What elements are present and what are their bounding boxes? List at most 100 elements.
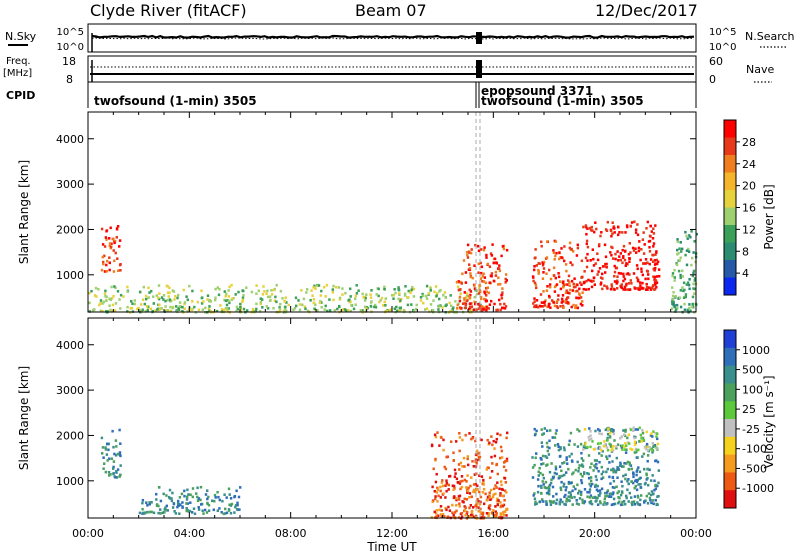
power-echo-cell: [382, 304, 385, 307]
velocity-echo-cell: [185, 498, 189, 501]
power-echo-cell: [689, 309, 692, 313]
power-echo-cell: [412, 287, 416, 291]
power-echo-cell: [553, 274, 556, 277]
velocity-echo-cell: [532, 494, 535, 497]
velocity-echo-cell: [455, 498, 458, 502]
velocity-echo-cell: [580, 451, 583, 455]
velocity-echo-cell: [477, 455, 481, 459]
velocity-echo-cell: [195, 492, 198, 495]
velocity-echo-cell: [499, 480, 503, 483]
power-echo-cell: [642, 231, 645, 234]
velocity-echo-cell: [450, 440, 453, 443]
velocity-echo-cell: [164, 506, 167, 509]
velocity-echo-cell: [589, 494, 593, 497]
power-echo-cell: [611, 221, 614, 224]
power-echo-cell: [574, 306, 577, 310]
power-echo-cell: [635, 264, 639, 267]
velocity-echo-cell: [453, 511, 457, 514]
velocity-echo-cell: [595, 499, 598, 502]
velocity-echo-cell: [586, 495, 589, 499]
power-echo-cell: [126, 310, 129, 313]
power-echo-cell: [532, 276, 535, 279]
velocity-echo-cell: [531, 456, 534, 459]
velocity-echo-cell: [438, 508, 441, 512]
velocity-echo-cell: [634, 447, 638, 451]
power-echo-cell: [625, 224, 629, 227]
power-echo-cell: [427, 292, 431, 295]
power-echo-cell: [591, 269, 594, 273]
velocity-echo-cell: [625, 496, 628, 500]
velocity-echo-cell: [609, 435, 612, 439]
velocity-echo-cell: [439, 505, 443, 508]
velocity-echo-cell: [542, 432, 545, 435]
velocity-echo-cell: [467, 463, 470, 467]
power-echo-cell: [133, 302, 136, 306]
velocity-echo-cell: [606, 494, 609, 497]
velocity-echo-cell: [591, 496, 595, 499]
velocity-echo-cell: [648, 496, 652, 500]
power-echo-cell: [557, 294, 560, 297]
velocity-echo-cell: [211, 499, 214, 503]
time-tick-label: 00:00: [72, 527, 104, 540]
velocity-echo-cell: [486, 495, 490, 499]
velocity-echo-cell: [499, 433, 502, 437]
velocity-echo-cell: [627, 478, 630, 481]
power-echo-cell: [622, 256, 625, 259]
power-echo-cell: [655, 275, 658, 278]
velocity-echo-cell: [586, 472, 589, 475]
power-echo-cell: [370, 300, 373, 303]
power-echo-cell: [545, 256, 549, 259]
power-echo-cell: [433, 290, 436, 294]
velocity-echo-cell: [619, 503, 623, 507]
velocity-echo-cell: [539, 456, 542, 460]
power-echo-cell: [464, 271, 468, 274]
velocity-echo-cell: [442, 513, 445, 516]
power-echo-cell: [354, 297, 357, 301]
velocity-echo-cell: [465, 480, 468, 483]
power-echo-cell: [145, 305, 149, 308]
power-echo-cell: [429, 287, 432, 290]
power-echo-cell: [159, 307, 162, 311]
power-echo-cell: [532, 302, 535, 305]
velocity-echo-cell: [563, 473, 566, 477]
power-echo-cell: [201, 308, 204, 311]
power-echo-cell: [109, 226, 112, 230]
velocity-echo-cell: [441, 479, 444, 482]
power-echo-cell: [144, 310, 147, 313]
velocity-echo-cell: [118, 451, 122, 454]
power-echo-cell: [459, 306, 462, 309]
power-echo-cell: [95, 295, 98, 298]
velocity-echo-cell: [541, 445, 544, 448]
velocity-echo-cell: [609, 445, 613, 448]
power-echo-cell: [449, 294, 452, 297]
velocity-echo-cell: [612, 429, 615, 432]
velocity-echo-cell: [624, 502, 627, 506]
power-echo-cell: [451, 307, 454, 311]
power-echo-cell: [629, 224, 632, 228]
power-echo-cell: [235, 305, 239, 309]
power-echo-cell: [287, 303, 290, 307]
power-echo-cell: [459, 288, 462, 291]
power-echo-cell: [586, 227, 589, 230]
velocity-echo-cell: [448, 475, 451, 478]
velocity-echo-cell: [650, 449, 654, 452]
velocity-echo-cell: [593, 448, 596, 451]
colorbar-swatch: [724, 155, 736, 173]
time-axis-label: Time UT: [366, 540, 417, 554]
power-echo-cell: [638, 240, 641, 243]
power-echo-cell: [586, 245, 590, 249]
power-echo-cell: [570, 305, 573, 309]
power-echo-cell: [455, 280, 459, 284]
power-echo-cell: [477, 262, 480, 266]
power-echo-cell: [485, 256, 488, 259]
velocity-echo-cell: [229, 504, 233, 507]
velocity-echo-cell: [590, 462, 593, 466]
power-echo-cell: [485, 253, 488, 257]
power-echo-cell: [275, 300, 278, 304]
power-echo-cell: [615, 266, 619, 270]
power-echo-cell: [425, 284, 429, 288]
velocity-echo-cell: [576, 445, 580, 448]
power-echo-cell: [582, 281, 586, 284]
velocity-echo-cell: [646, 502, 650, 505]
velocity-echo-cell: [487, 466, 490, 470]
